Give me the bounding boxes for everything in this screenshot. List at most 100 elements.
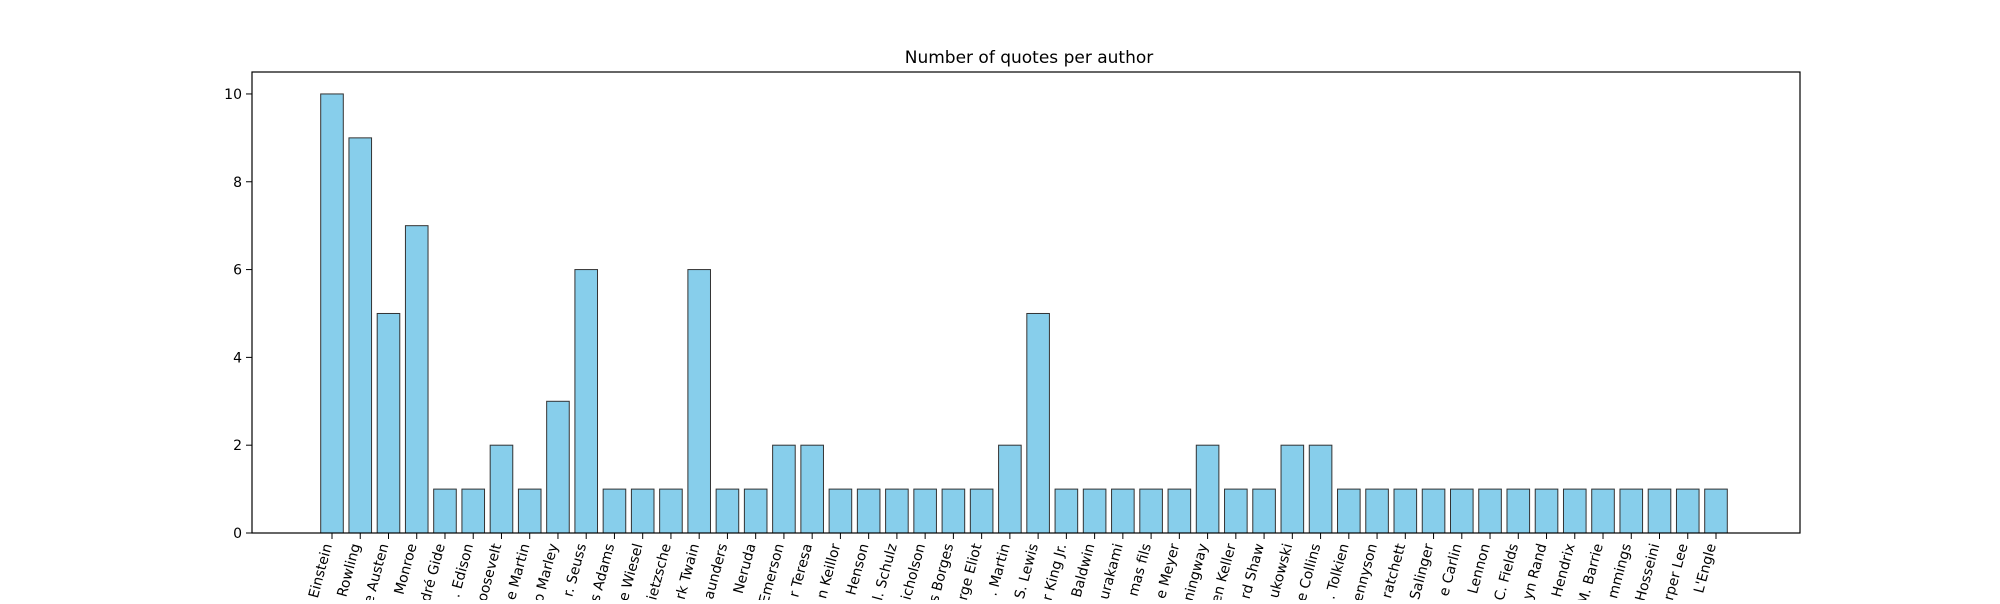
plot-frame (251, 71, 1801, 534)
x-tick-label: urakami (1096, 542, 1126, 600)
x-tick-label: ratchett (1379, 541, 1409, 600)
bar (687, 269, 711, 534)
x-tick-label: . Edison (447, 542, 477, 600)
x-tick-label: rper Lee (1661, 542, 1692, 600)
y-tick-label: 0 (233, 526, 242, 542)
x-tick-label: C. Fields (1492, 542, 1523, 600)
y-tick-label: 6 (233, 263, 242, 279)
y-tick-label: 4 (233, 350, 242, 366)
bar (404, 225, 429, 534)
y-tick-label: 8 (233, 175, 242, 191)
bar (659, 488, 683, 534)
x-tick-label: e Collins (1294, 542, 1325, 600)
x-tick-label: Einstein (306, 542, 336, 600)
x-tick-label: rk Twain (673, 542, 703, 600)
x-tick-label: . Martin (984, 542, 1013, 598)
bar (630, 488, 655, 534)
bar (1421, 488, 1446, 534)
x-tick-label: rd Shaw (1238, 542, 1268, 600)
bar (1450, 488, 1474, 534)
bar (1308, 444, 1333, 534)
x-tick-label: Monroe (392, 542, 421, 597)
x-tick-label: n Keillor (814, 542, 844, 600)
x-tick-label: e Meyer (1153, 542, 1183, 600)
bar (913, 488, 937, 534)
bar (1534, 488, 1559, 534)
bar (546, 400, 570, 534)
bar (1337, 488, 1361, 534)
bar (856, 488, 881, 534)
x-tick-label: en Keller (1208, 542, 1239, 600)
bar (489, 444, 514, 534)
x-tick-label: e Austen (361, 542, 392, 600)
bar (1506, 488, 1531, 534)
bar (1393, 488, 1418, 534)
bar (1619, 488, 1644, 534)
x-tick-label: r King Jr. (1040, 542, 1071, 600)
x-tick-label: ennyson (1350, 542, 1381, 600)
x-tick-label: ietzsche (644, 542, 674, 600)
bar (715, 488, 740, 534)
bar (1026, 312, 1050, 534)
x-tick-label: l. Schulz (870, 542, 901, 600)
bar (743, 488, 768, 534)
bar (1167, 488, 1192, 534)
x-tick-label: yn Rand (1520, 542, 1550, 600)
chart-title: Number of quotes per author (905, 48, 1154, 68)
x-tick-label: L'Engle (1691, 542, 1720, 595)
x-tick-label: s Borges (926, 542, 957, 600)
bar (1704, 488, 1728, 534)
x-tick-label: Hendrix (1549, 542, 1579, 599)
bar (1082, 488, 1107, 534)
bar (885, 488, 909, 534)
bar (1054, 488, 1079, 534)
bar (1139, 488, 1163, 534)
bar (376, 312, 401, 534)
x-tick-label: Neruda (731, 542, 760, 596)
x-tick-label: r. Seuss (561, 542, 591, 599)
bar (1675, 488, 1700, 534)
x-tick-label: e Martin (503, 542, 533, 600)
bar (1647, 488, 1672, 534)
bar (969, 488, 994, 534)
x-tick-label: aunders (701, 542, 731, 600)
x-tick-label: rge Eliot (955, 541, 986, 600)
x-tick-label: ningway (1181, 542, 1212, 600)
bar (517, 488, 542, 534)
x-tick-label: . Tolkien (1322, 542, 1352, 600)
x-tick-label: e Carlin (1436, 542, 1465, 598)
bar (1562, 488, 1587, 534)
bar (602, 488, 627, 534)
bars-group (320, 93, 1728, 534)
x-tick-label: Henson (843, 542, 872, 597)
y-tick-label: 10 (224, 87, 242, 103)
x-tick-label: M. Barrie (1575, 542, 1607, 600)
bar (1111, 488, 1135, 534)
bar (1252, 488, 1276, 534)
x-tick-label: Lennon (1465, 542, 1494, 596)
bar (1280, 444, 1305, 534)
bar (998, 444, 1022, 534)
x-tick-label: dré Gide (418, 542, 449, 600)
bar (1591, 488, 1615, 534)
x-tick-label: Rowling (335, 542, 365, 599)
x-tick-label: mmings (1605, 542, 1635, 600)
x-tick-label: r Teresa (786, 542, 816, 599)
x-tick-label: Hosseini (1633, 542, 1664, 600)
bar (1195, 444, 1220, 534)
bar (1478, 488, 1502, 534)
bar (1365, 488, 1389, 534)
bar (574, 269, 599, 534)
bar (828, 488, 853, 534)
bar (320, 93, 344, 534)
x-tick-label: Salinger (1407, 542, 1437, 600)
x-tick-label: mas fils (1126, 542, 1155, 598)
x-tick-label: s Adams (587, 542, 618, 600)
x-tick-label: o Marley (531, 542, 562, 600)
bar (1224, 488, 1248, 534)
x-tick-label: Emerson (756, 542, 787, 600)
bar (433, 488, 457, 534)
